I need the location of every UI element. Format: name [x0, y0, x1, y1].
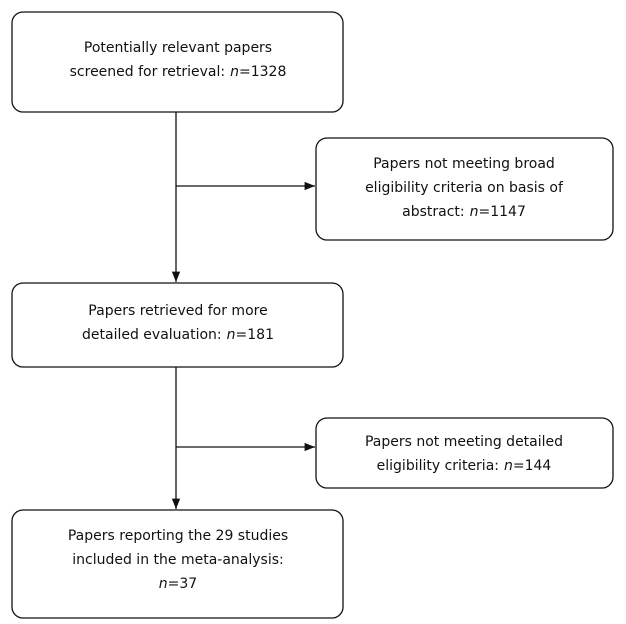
- count-sign: =: [239, 64, 251, 80]
- node-text: Papers reporting the 29 studies: [68, 528, 288, 544]
- node-text: detailed evaluation:: [82, 327, 222, 343]
- count-value: 1147: [490, 204, 526, 220]
- node-text: Papers retrieved for more: [88, 303, 267, 319]
- count-sign: =: [479, 204, 491, 220]
- count-sign: =: [236, 327, 248, 343]
- box: [315, 137, 614, 241]
- box: [11, 11, 344, 113]
- count-label: n: [504, 458, 513, 474]
- node-text: screened for retrieval:: [70, 64, 225, 80]
- count-label: n: [230, 64, 239, 80]
- node-text: eligibility criteria on basis of: [365, 180, 564, 196]
- node-text: eligibility criteria:: [377, 458, 499, 474]
- count-sign: =: [513, 458, 525, 474]
- node-text: n=37: [159, 576, 197, 592]
- node-text: screened for retrieval: n=1328: [70, 64, 287, 80]
- count-value: 144: [525, 458, 552, 474]
- count-label: n: [159, 576, 168, 592]
- box: [315, 417, 614, 489]
- count-value: 37: [179, 576, 197, 592]
- node-text: abstract:: [402, 204, 465, 220]
- box: [11, 282, 344, 368]
- box: [11, 509, 344, 619]
- node-text: abstract: n=1147: [402, 204, 526, 220]
- node-text: included in the meta-analysis:: [72, 552, 283, 568]
- node-text: Papers not meeting detailed: [365, 434, 563, 450]
- count-label: n: [227, 327, 236, 343]
- count-value: 1328: [251, 64, 287, 80]
- node-text: Potentially relevant papers: [84, 40, 272, 56]
- node-text: Papers not meeting broad: [373, 156, 555, 172]
- count-label: n: [470, 204, 479, 220]
- node-text: eligibility criteria: n=144: [377, 458, 552, 474]
- count-sign: =: [168, 576, 180, 592]
- node-text: detailed evaluation: n=181: [82, 327, 274, 343]
- count-value: 181: [247, 327, 274, 343]
